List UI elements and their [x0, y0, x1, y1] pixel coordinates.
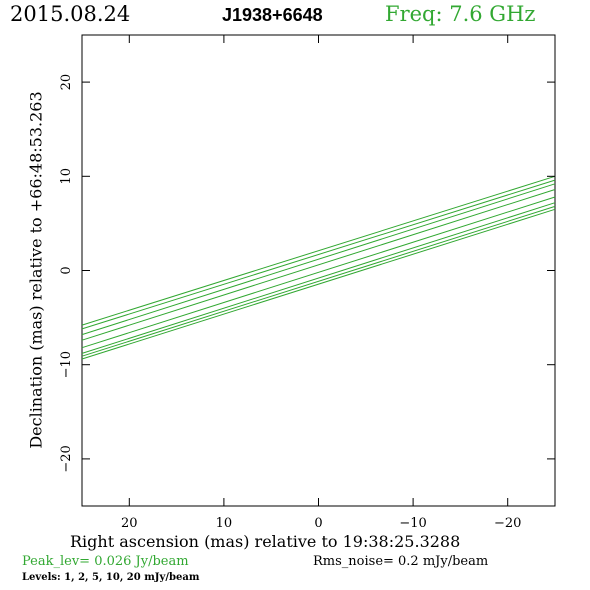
y-tick-label: −20 [59, 445, 74, 472]
x-tick-label: −10 [399, 516, 426, 531]
y-tick-label: 10 [59, 168, 74, 185]
contour-line-6 [81, 202, 556, 354]
rms-noise: Rms_noise= 0.2 mJy/beam [313, 554, 489, 569]
contour-line-7 [81, 205, 556, 357]
contour-line-3 [81, 183, 556, 336]
frequency-label: Freq: 7.6 GHz [385, 2, 536, 26]
contour-line-2 [81, 179, 556, 330]
y-tick-label: 0 [59, 266, 74, 274]
y-axis-label: Declination (mas) relative to +66:48:53.… [26, 91, 46, 449]
contour-line-8 [81, 208, 556, 360]
x-tick-label: 10 [216, 516, 233, 531]
peak-level: Peak_lev= 0.026 Jy/beam [22, 554, 189, 569]
y-tick-label: 20 [59, 74, 74, 91]
observation-date: 2015.08.24 [10, 2, 131, 26]
y-tick-label: −10 [59, 351, 74, 378]
source-name: J1938+6648 [222, 5, 323, 25]
contour-line-4 [81, 189, 556, 341]
contour-line-1 [81, 175, 556, 326]
plot-frame [81, 34, 556, 507]
x-tick-label: −20 [494, 516, 521, 531]
x-tick-label: 0 [314, 516, 322, 531]
contour-line-5 [81, 196, 556, 349]
x-tick-label: 20 [121, 516, 138, 531]
contour-levels: Levels: 1, 2, 5, 10, 20 mJy/beam [22, 572, 200, 583]
x-axis-label: Right ascension (mas) relative to 19:38:… [70, 532, 461, 551]
